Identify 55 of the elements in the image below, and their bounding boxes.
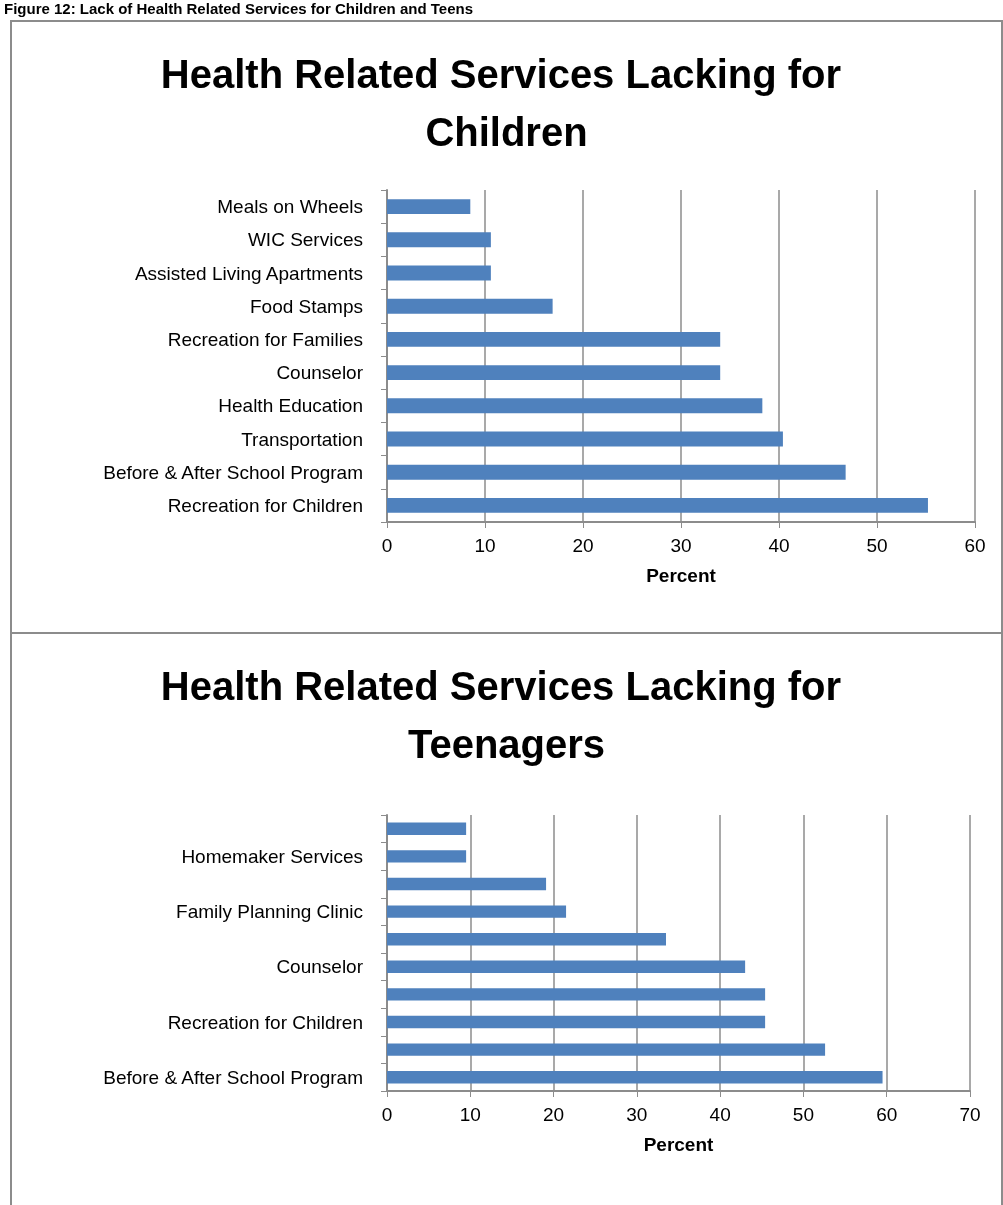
y-tick-label: Family Planning Clinic (176, 901, 363, 923)
y-tick-label: Food Stamps (250, 295, 363, 317)
x-tick-label: 20 (543, 1104, 565, 1125)
x-tick-label: 0 (381, 535, 393, 556)
x-tick-label: 30 (670, 535, 692, 556)
chart-title: Health Related Services Lacking for Teenagers (160, 664, 853, 766)
x-tick-label: 40 (768, 535, 790, 556)
bar (387, 1070, 883, 1084)
y-tick-label: Transportation (241, 428, 363, 450)
bar (387, 497, 928, 513)
bar (387, 232, 491, 248)
bar (387, 822, 467, 836)
y-tick-label: Before & After School Program (103, 1066, 363, 1088)
bar (387, 988, 766, 1001)
x-axis-title: Percent (646, 565, 717, 586)
x-tick-label: 40 (709, 1104, 731, 1125)
y-tick-label: Homemaker Services (181, 845, 363, 867)
chart-title: Health Related Services Lacking for Children (160, 52, 853, 154)
x-tick-label: 50 (792, 1104, 814, 1125)
y-tick-label: Counselor (276, 956, 364, 978)
x-axis-title: Percent (643, 1134, 715, 1155)
x-tick-label: 30 (626, 1104, 648, 1125)
x-tick-label: 20 (572, 535, 594, 556)
y-tick-label: Counselor (276, 362, 364, 384)
bar (387, 1043, 826, 1056)
y-tick-label: Recreation for Children (167, 1011, 363, 1033)
x-tick-label: 50 (866, 535, 888, 556)
x-tick-label: 60 (876, 1104, 898, 1125)
bar (387, 365, 721, 381)
y-tick-label: Meals on Wheels (217, 196, 363, 218)
bar (387, 298, 553, 314)
x-tick-label: 0 (381, 1104, 393, 1125)
y-tick-label: Recreation for Families (167, 328, 363, 350)
bar (387, 905, 567, 918)
bar (387, 431, 783, 447)
bar (387, 398, 763, 414)
y-tick-label: Recreation for Children (167, 494, 363, 516)
x-tick-label: 10 (474, 535, 496, 556)
bar (387, 877, 547, 891)
y-tick-label: Before & After School Program (103, 461, 363, 483)
x-tick-label: 60 (964, 535, 986, 556)
bar (387, 199, 471, 215)
bar (387, 932, 667, 946)
bar (387, 850, 467, 863)
y-tick-label: Assisted Living Apartments (134, 262, 363, 284)
caption: Figure 12: Lack of Health Related Services for Children and Teens (4, 0, 474, 17)
x-tick-label: 70 (959, 1104, 981, 1125)
bar (387, 331, 721, 347)
y-tick-label: WIC Services (247, 229, 363, 251)
bar (387, 960, 746, 974)
bar (387, 1015, 766, 1029)
bar (387, 464, 846, 480)
x-tick-label: 10 (459, 1104, 481, 1125)
bar (387, 265, 491, 281)
y-tick-label: Health Education (218, 395, 363, 417)
